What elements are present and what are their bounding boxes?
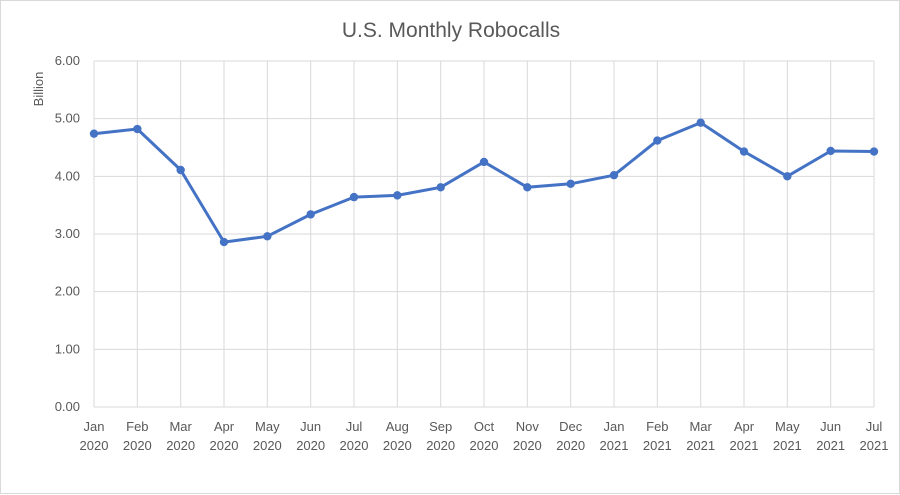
- data-point: [349, 192, 359, 202]
- x-tick-labels: Jan 2020 Feb 2020 Mar 2020 Apr 2020 May 2020 Jun 20…: [80, 419, 889, 453]
- y-tick-label: 3.00: [55, 226, 80, 241]
- x-tick-label-month: Jul: [346, 419, 363, 434]
- y-tick-label: 5.00: [55, 111, 80, 126]
- x-tick-label-year: 2020: [80, 438, 109, 453]
- x-tick-label-year: 2020: [513, 438, 542, 453]
- data-point: [783, 172, 792, 181]
- data-point: [219, 237, 229, 247]
- y-axis-label: Billion: [31, 72, 46, 107]
- data-point: [609, 170, 619, 180]
- y-tick-label: 0.00: [55, 399, 80, 414]
- x-tick-label-year: 2020: [383, 438, 412, 453]
- data-point: [566, 179, 575, 189]
- x-tick-label-year: 2021: [643, 438, 672, 453]
- x-tick-label-year: 2020: [470, 438, 499, 453]
- data-point: [89, 129, 99, 138]
- gridlines: [93, 60, 875, 408]
- x-tick-label-year: 2020: [426, 438, 455, 453]
- series-robocalls: [89, 118, 879, 247]
- x-tick-label-month: Apr: [214, 419, 235, 434]
- y-tick-label: 1.00: [55, 341, 80, 356]
- x-tick-label-month: May: [775, 419, 800, 434]
- data-point: [523, 183, 532, 192]
- x-tick-label-month: Sep: [429, 419, 452, 434]
- x-tick-label-month: Mar: [169, 419, 192, 434]
- x-tick-label-year: 2021: [686, 438, 715, 453]
- data-point: [263, 232, 272, 241]
- data-point: [393, 191, 402, 200]
- data-point: [133, 124, 142, 134]
- x-tick-label-month: Jun: [300, 419, 321, 434]
- data-point: [176, 165, 185, 175]
- x-tick-label-month: Apr: [734, 419, 755, 434]
- x-tick-label-month: Feb: [126, 419, 148, 434]
- data-point: [739, 147, 749, 156]
- x-tick-label-month: Jun: [820, 419, 841, 434]
- data-point: [306, 210, 315, 219]
- x-tick-label-year: 2020: [166, 438, 195, 453]
- x-tick-label-year: 2020: [210, 438, 239, 453]
- y-tick-label: 6.00: [55, 53, 80, 68]
- x-tick-label-year: 2020: [556, 438, 585, 453]
- y-tick-label: 4.00: [55, 168, 80, 183]
- data-point: [436, 183, 445, 192]
- x-tick-label-month: Dec: [559, 419, 583, 434]
- x-tick-label-year: 2021: [730, 438, 759, 453]
- x-tick-label-year: 2020: [253, 438, 282, 453]
- data-point: [653, 136, 662, 145]
- data-point: [696, 118, 705, 127]
- data-point: [869, 147, 879, 156]
- x-tick-label-year: 2021: [816, 438, 845, 453]
- x-tick-label-month: Aug: [386, 419, 409, 434]
- y-tick-labels: 0.00 1.00 2.00 3.00 4.00 5.00 6.00: [55, 53, 80, 414]
- x-tick-label-month: Feb: [646, 419, 668, 434]
- data-point: [479, 157, 489, 167]
- x-tick-label-year: 2021: [773, 438, 802, 453]
- x-tick-label-year: 2020: [123, 438, 152, 453]
- data-point: [826, 146, 835, 156]
- y-tick-label: 2.00: [55, 284, 80, 299]
- chart-title: U.S. Monthly Robocalls: [342, 19, 560, 42]
- x-tick-label-month: Oct: [474, 419, 495, 434]
- x-tick-label-month: Jan: [604, 419, 625, 434]
- x-tick-label-year: 2020: [296, 438, 325, 453]
- x-tick-label-year: 2021: [600, 438, 629, 453]
- x-tick-label-month: Jan: [84, 419, 105, 434]
- x-tick-label-month: Mar: [689, 419, 712, 434]
- x-tick-label-year: 2021: [860, 438, 889, 453]
- x-tick-label-month: Jul: [866, 419, 883, 434]
- x-tick-label-month: May: [255, 419, 280, 434]
- x-tick-label-month: Nov: [516, 419, 540, 434]
- x-tick-label-year: 2020: [340, 438, 369, 453]
